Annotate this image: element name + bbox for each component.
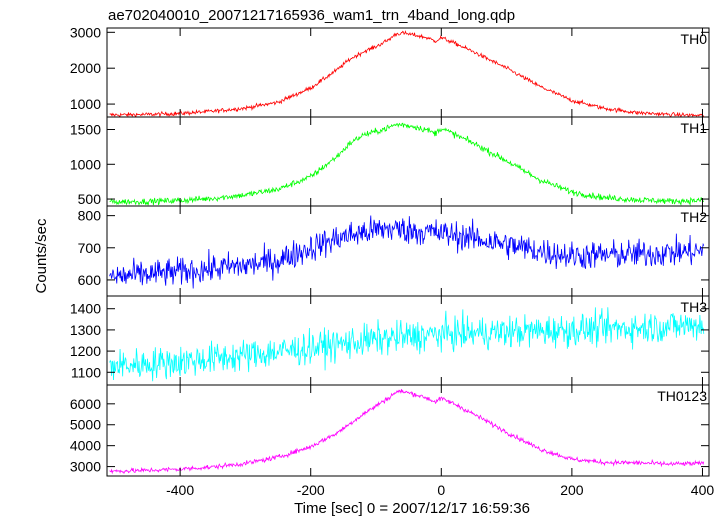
y-tick-label: 500 (78, 191, 102, 207)
x-tick-label: 200 (560, 482, 584, 498)
y-tick-label: 3000 (70, 24, 101, 40)
panel-frame (106, 384, 710, 477)
panel-th2: 600 700 800 TH2 (78, 205, 710, 297)
panel-frame (106, 27, 710, 118)
series-th1-line (109, 122, 704, 206)
y-tick-label: 1300 (70, 322, 101, 338)
y-tick-label: 700 (78, 240, 102, 256)
y-tick-label: 3000 (70, 459, 101, 475)
y-tick-label: 1100 (71, 364, 101, 380)
series-th0-line (109, 30, 705, 117)
y-tick-label: 1000 (70, 96, 101, 112)
x-axis-label: Time [sec] 0 = 2007/12/17 16:59:36 (294, 500, 530, 516)
chart-title: ae702040010_20071217165936_wam1_trn_4ban… (108, 7, 515, 24)
x-tick-label: 400 (691, 482, 715, 498)
panel-label: TH2 (681, 209, 708, 225)
panel-label: TH1 (681, 120, 708, 136)
series-th3-line (109, 307, 705, 382)
panel-th3: 1100 1200 1300 1400 TH3 (70, 295, 710, 386)
x-tick-label: -400 (166, 482, 194, 498)
y-axis-label: Counts/sec (33, 218, 50, 294)
y-tick-label: 6000 (70, 396, 101, 412)
series-th0123-line (109, 389, 705, 475)
panel-th0: 1000 2000 3000 TH0 (70, 24, 710, 118)
panel-frame (106, 205, 710, 297)
panel-label: TH3 (681, 299, 708, 315)
y-tick-label: 1400 (70, 301, 101, 317)
y-tick-label: 600 (78, 272, 102, 288)
panel-frame (106, 295, 710, 386)
y-tick-label: 1200 (70, 343, 101, 359)
x-tick-label: 0 (437, 482, 445, 498)
panel-frame (106, 116, 710, 207)
panel-th1: 500 1000 1500 TH1 (70, 116, 710, 207)
y-tick-label: 4000 (70, 438, 101, 454)
panel-label: TH0 (681, 31, 708, 47)
y-tick-label: 2000 (70, 60, 101, 76)
y-tick-label: 1000 (70, 156, 101, 172)
y-tick-label: 800 (78, 208, 102, 224)
series-th2-line (109, 215, 705, 289)
y-tick-label: 1500 (70, 122, 101, 138)
x-tick-labels: -400 -200 0 200 400 (166, 482, 714, 498)
panel-th0123: 3000 4000 5000 6000 TH0123 (70, 384, 710, 477)
panel-label: TH0123 (657, 388, 707, 404)
x-tick-label: -200 (297, 482, 325, 498)
y-tick-label: 5000 (70, 417, 101, 433)
